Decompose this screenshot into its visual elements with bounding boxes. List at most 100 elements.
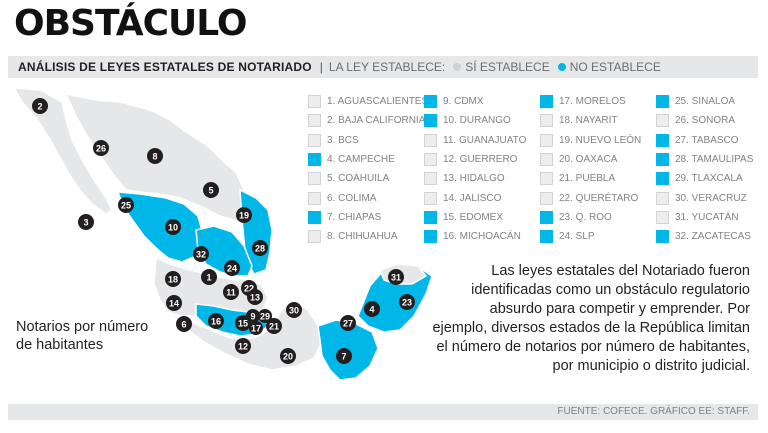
si-establece-swatch bbox=[308, 172, 321, 186]
marker-6: 6 bbox=[176, 316, 192, 332]
legend-item: 9. CDMX bbox=[424, 92, 540, 111]
svg-text:3: 3 bbox=[83, 218, 88, 228]
legend-item-label: 4. CAMPECHE bbox=[327, 154, 395, 166]
svg-text:6: 6 bbox=[181, 320, 186, 330]
svg-text:25: 25 bbox=[121, 201, 131, 211]
no-establece-swatch bbox=[656, 172, 669, 186]
legend-item: 17. MORELOS bbox=[540, 92, 656, 111]
svg-text:4: 4 bbox=[369, 305, 374, 315]
marker-14: 14 bbox=[166, 295, 182, 311]
marker-23: 23 bbox=[399, 294, 415, 310]
no-establece-swatch bbox=[656, 95, 669, 109]
marker-10: 10 bbox=[165, 219, 181, 235]
marker-24: 24 bbox=[224, 260, 240, 276]
svg-text:22: 22 bbox=[244, 284, 254, 294]
legend-item: 12. GUERRERO bbox=[424, 150, 540, 169]
si-establece-swatch bbox=[540, 172, 553, 186]
si-establece-swatch bbox=[308, 230, 321, 244]
marker-13: 13 bbox=[247, 289, 263, 305]
legend-item: 18. NAYARIT bbox=[540, 111, 656, 130]
source-footer: FUENTE: COFECE. GRÁFICO EE: STAFF. bbox=[8, 404, 758, 420]
legend-item-label: 27. TABASCO bbox=[675, 134, 739, 146]
legend-item: 10. DURANGO bbox=[424, 111, 540, 130]
legend-item: 29. TLAXCALA bbox=[656, 169, 768, 188]
no-establece-swatch bbox=[424, 230, 437, 244]
legend-item: 4. CAMPECHE bbox=[308, 150, 424, 169]
svg-text:19: 19 bbox=[239, 211, 249, 221]
legend-item: 22. QUERÉTARO bbox=[540, 188, 656, 207]
svg-text:26: 26 bbox=[96, 144, 106, 154]
legend-item: 16. MICHOACÁN bbox=[424, 227, 540, 246]
legend-item: 2. BAJA CALIFORNIA bbox=[308, 111, 425, 130]
legend-item-label: 9. CDMX bbox=[443, 96, 484, 108]
marker-30: 30 bbox=[286, 302, 302, 318]
no-establece-swatch bbox=[656, 230, 669, 244]
marker-9: 9 bbox=[246, 309, 260, 323]
legend-item: 7. CHIAPAS bbox=[308, 208, 424, 227]
legend-item: 13. HIDALGO bbox=[424, 169, 540, 188]
svg-text:17: 17 bbox=[251, 324, 261, 334]
svg-text:18: 18 bbox=[168, 275, 178, 285]
map-caption: Notarios por número de habitantes bbox=[16, 319, 149, 353]
no-establece-swatch bbox=[424, 210, 437, 224]
state-legend: 1. AGUASCALIENTES 2. BAJA CALIFORNIA 3. BC… bbox=[308, 92, 768, 252]
legend-item-label: 29. TLAXCALA bbox=[675, 173, 743, 185]
svg-text:5: 5 bbox=[208, 186, 213, 196]
si-establece-swatch bbox=[656, 191, 669, 205]
legend-item-label: 30. VERACRUZ bbox=[675, 192, 747, 204]
legend-item: 14. JALISCO bbox=[424, 188, 540, 207]
legend-item: 20. OAXACA bbox=[540, 150, 656, 169]
svg-text:27: 27 bbox=[343, 319, 353, 329]
marker-8: 8 bbox=[147, 148, 163, 164]
marker-4: 4 bbox=[364, 301, 380, 317]
no-establece-swatch bbox=[656, 133, 669, 147]
legend-item-label: 14. JALISCO bbox=[443, 192, 502, 204]
si-establece-swatch bbox=[540, 191, 553, 205]
legend-item-label: 28. TAMAULIPAS bbox=[675, 154, 754, 166]
marker-5: 5 bbox=[203, 182, 219, 198]
svg-text:11: 11 bbox=[226, 288, 236, 298]
legend-no-label: NO ESTABLECE bbox=[569, 60, 661, 74]
legend-item: 5. COAHUILA bbox=[308, 169, 424, 188]
svg-text:29: 29 bbox=[260, 312, 270, 322]
svg-text:16: 16 bbox=[211, 317, 221, 327]
legend-item-label: 24. SLP bbox=[559, 231, 595, 243]
legend-item: 24. SLP bbox=[540, 227, 656, 246]
legend-item: 11. GUANAJUATO bbox=[424, 131, 540, 150]
separator: | bbox=[319, 60, 323, 74]
no-establece-swatch bbox=[540, 95, 553, 109]
legend-item: 32. ZACATECAS bbox=[656, 227, 768, 246]
si-establece-swatch bbox=[540, 114, 553, 128]
legend-item-label: 18. NAYARIT bbox=[559, 115, 618, 127]
si-establece-swatch bbox=[424, 191, 437, 205]
marker-16: 16 bbox=[208, 313, 224, 329]
no-establece-swatch bbox=[424, 95, 437, 109]
legend-item-label: 20. OAXACA bbox=[559, 154, 618, 166]
legend-item-label: 5. COAHUILA bbox=[327, 173, 390, 185]
svg-text:30: 30 bbox=[289, 306, 299, 316]
legend-item-label: 16. MICHOACÁN bbox=[443, 231, 521, 243]
legend-item-label: 11. GUANAJUATO bbox=[443, 134, 527, 146]
yes-dot-icon bbox=[453, 63, 462, 71]
legend-yes-label: SÍ ESTABLECE bbox=[465, 60, 550, 74]
legend-item-label: 15. EDOMEX bbox=[443, 211, 504, 223]
legend-item: 21. PUEBLA bbox=[540, 169, 656, 188]
marker-26: 26 bbox=[93, 140, 109, 156]
state-markers: 2 26 8 5 3 25 10 19 28 32 24 1 18 22 11 … bbox=[32, 98, 415, 364]
subtitle-bar: ANÁLISIS DE LEYES ESTATALES DE NOTARIADO… bbox=[8, 56, 758, 78]
svg-text:28: 28 bbox=[255, 244, 265, 254]
legend-item: 6. COLIMA bbox=[308, 188, 424, 207]
no-establece-swatch bbox=[540, 230, 553, 244]
legend-item-label: 32. ZACATECAS bbox=[675, 231, 751, 243]
legend-item-label: 1. AGUASCALIENTES bbox=[327, 96, 429, 108]
si-establece-swatch bbox=[540, 133, 553, 147]
si-establece-swatch bbox=[424, 133, 437, 147]
no-establece-swatch bbox=[308, 153, 321, 167]
region-sinaloa-durango bbox=[116, 191, 205, 263]
legend-item-label: 26. SONORA bbox=[675, 115, 736, 127]
svg-text:12: 12 bbox=[238, 342, 248, 352]
svg-text:2: 2 bbox=[37, 102, 42, 112]
no-establece-swatch bbox=[656, 153, 669, 167]
si-establece-swatch bbox=[540, 153, 553, 167]
legend-item-label: 19. NUEVO LEÓN bbox=[559, 134, 642, 146]
